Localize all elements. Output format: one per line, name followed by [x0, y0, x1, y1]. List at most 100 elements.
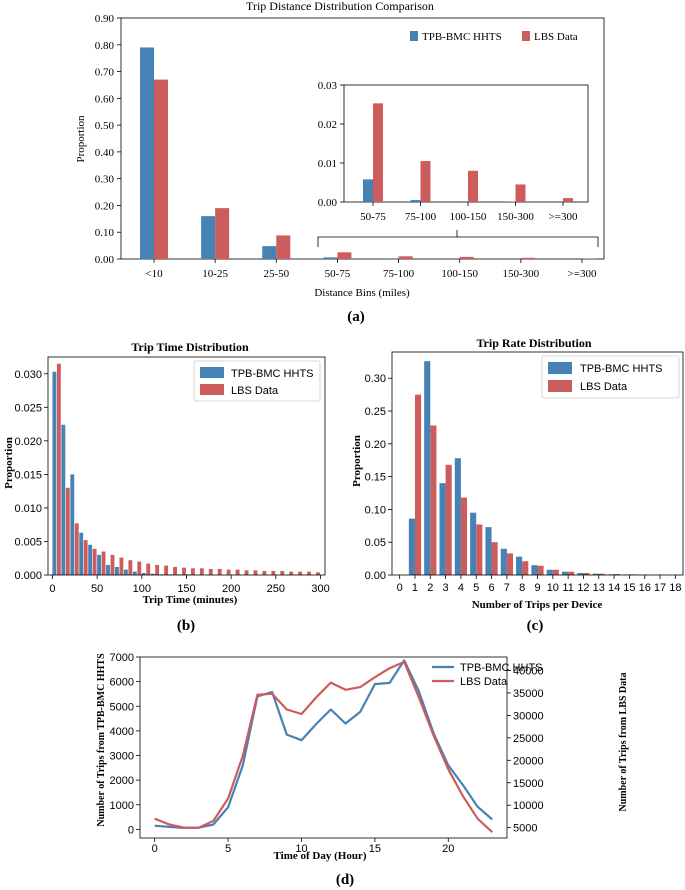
chart-a-ytick-label: 0.30 — [95, 174, 115, 186]
chart-c-ylabel: Proportion — [351, 435, 363, 487]
chart-b-xtick-label: 0 — [49, 583, 55, 595]
chart-b-bar — [199, 568, 204, 575]
chart-a-xtick-label: 50-75 — [325, 268, 351, 280]
chart-b-bar — [244, 570, 249, 575]
chart-b-bar — [298, 571, 303, 575]
chart-b-bar — [155, 564, 160, 575]
chart-a-bar — [201, 216, 216, 259]
chart-b-legend: TPB-BMC HHTS LBS Data — [193, 360, 321, 402]
chart-a-inset-bar — [363, 179, 373, 202]
chart-b-bar — [262, 570, 267, 575]
chart-c-ytick-label: 0.20 — [365, 439, 386, 451]
chart-c-xtick-label: 14 — [608, 582, 620, 594]
chart-d-xlabel: Time of Day (Hour) — [274, 850, 367, 862]
chart-b-bar — [65, 487, 70, 575]
chart-d-ytick-right-label: 30000 — [513, 710, 544, 722]
chart-a-inset-xtick-label: 150-300 — [497, 211, 534, 223]
chart-b-bar — [92, 548, 97, 575]
chart-time-of-day: 0 1000 2000 3000 4000 5000 6000 7000 5000 10000 15… — [96, 652, 629, 888]
chart-c-bar — [614, 574, 621, 575]
chart-b-ytick-label: 0.020 — [14, 436, 42, 448]
chart-b-ytick-label: 0.005 — [14, 536, 42, 548]
chart-b-ytick-label: 0.010 — [14, 503, 42, 515]
chart-d-ytick-left-label: 1000 — [110, 800, 134, 812]
chart-d-xtick-label: 0 — [152, 843, 158, 855]
chart-a-inset-bar — [410, 200, 421, 202]
chart-a-title: Trip Distance Distribution Comparison — [246, 0, 434, 13]
chart-b-bar — [182, 567, 186, 575]
chart-d-ytick-left-label: 6000 — [110, 677, 134, 689]
chart-b-ytick-label: 0.015 — [14, 469, 42, 481]
chart-d-ytick-left-label: 4000 — [110, 726, 134, 738]
chart-b-xtick-label: 300 — [311, 583, 329, 595]
chart-a-bar — [337, 252, 352, 259]
chart-d-xtick-label: 5 — [225, 843, 231, 855]
legend-swatch-hhts — [548, 362, 572, 374]
chart-b-bar — [141, 572, 146, 575]
chart-c-bar — [408, 518, 415, 575]
chart-c-bar — [485, 527, 492, 575]
chart-b-title: Trip Time Distribution — [131, 340, 249, 354]
chart-d-ytick-right-label: 35000 — [513, 688, 544, 700]
chart-a-inset-bracket — [317, 230, 599, 247]
chart-a-xlabel: Distance Bins (miles) — [314, 287, 410, 299]
chart-distance: Trip Distance Distribution Comparison 0.… — [75, 0, 605, 325]
chart-d-line-hhts — [154, 659, 494, 830]
chart-c-bar — [500, 548, 507, 575]
chart-c-xtick-label: 4 — [458, 582, 464, 594]
chart-d-frame — [139, 656, 508, 839]
chart-b-bar — [271, 570, 276, 575]
chart-a-inset-bar — [515, 184, 526, 202]
chart-b-bar — [289, 571, 294, 575]
chart-a-bar — [520, 257, 535, 259]
chart-a-inset-ytick-label: 0.03 — [318, 80, 338, 92]
chart-a-xtick-label: 150-300 — [503, 268, 540, 280]
chart-d-ytick-left-label: 7000 — [110, 652, 134, 664]
chart-b-bar — [307, 571, 311, 575]
chart-b-xlabel: Trip Time (minutes) — [143, 594, 238, 606]
chart-a-inset-ytick-label: 0.01 — [318, 158, 337, 170]
chart-c-legend: TPB-BMC HHTS LBS Data — [541, 355, 680, 399]
chart-b-bar — [150, 573, 155, 575]
chart-a-inset-bar — [373, 103, 383, 202]
chart-a-bar — [323, 257, 338, 259]
chart-c-ytick-label: 0.00 — [365, 570, 386, 582]
chart-b-bar — [97, 554, 102, 575]
chart-b-ytick-label: 0.025 — [14, 402, 42, 414]
chart-b-xtick-label: 200 — [222, 583, 240, 595]
chart-a-inset-ytick-label: 0.00 — [318, 197, 338, 209]
chart-b-bar — [110, 554, 115, 575]
chart-b-bar — [280, 570, 285, 575]
chart-c-bar — [537, 565, 544, 575]
chart-b-bar — [316, 572, 320, 575]
chart-a-inset-xtick-label: 75-100 — [405, 211, 437, 223]
chart-c-xtick-label: 12 — [577, 582, 589, 594]
panel-label-a: (a) — [347, 309, 365, 325]
chart-c-xtick-label: 7 — [504, 582, 510, 594]
chart-b-bar — [123, 569, 128, 575]
legend-swatch-hhts — [200, 367, 224, 378]
chart-c-bar — [454, 458, 461, 575]
chart-trip-time: Trip Time Distribution 0.000 0.005 0.010 0.… — [3, 340, 330, 634]
chart-c-xtick-label: 11 — [562, 582, 573, 594]
chart-a-ytick-label: 0.00 — [95, 254, 115, 266]
chart-c-bar — [414, 394, 422, 575]
chart-d-ytick-right-label: 10000 — [513, 800, 544, 812]
chart-c-ytick-label: 0.10 — [365, 504, 386, 516]
chart-c-xtick-label: 0 — [397, 582, 403, 594]
chart-a-xtick-label: 25-50 — [263, 268, 289, 280]
chart-d-xtick-label: 15 — [369, 843, 381, 855]
chart-b-ytick-label: 0.030 — [14, 369, 42, 381]
panel-label-d: (d) — [336, 872, 354, 888]
chart-a-xtick-label: 75-100 — [383, 268, 415, 280]
chart-c-bar — [562, 571, 569, 575]
chart-a-ytick-label: 0.20 — [95, 200, 115, 212]
chart-a-bar — [140, 47, 154, 260]
chart-a-bar — [215, 208, 230, 259]
chart-c-bar — [424, 361, 431, 575]
chart-b-bar — [52, 371, 57, 575]
chart-c-xtick-label: 13 — [593, 582, 605, 594]
chart-a-inset-bar — [468, 170, 478, 202]
chart-d-ytick-left-label: 3000 — [110, 751, 134, 763]
panel-label-c: (c) — [527, 618, 544, 634]
